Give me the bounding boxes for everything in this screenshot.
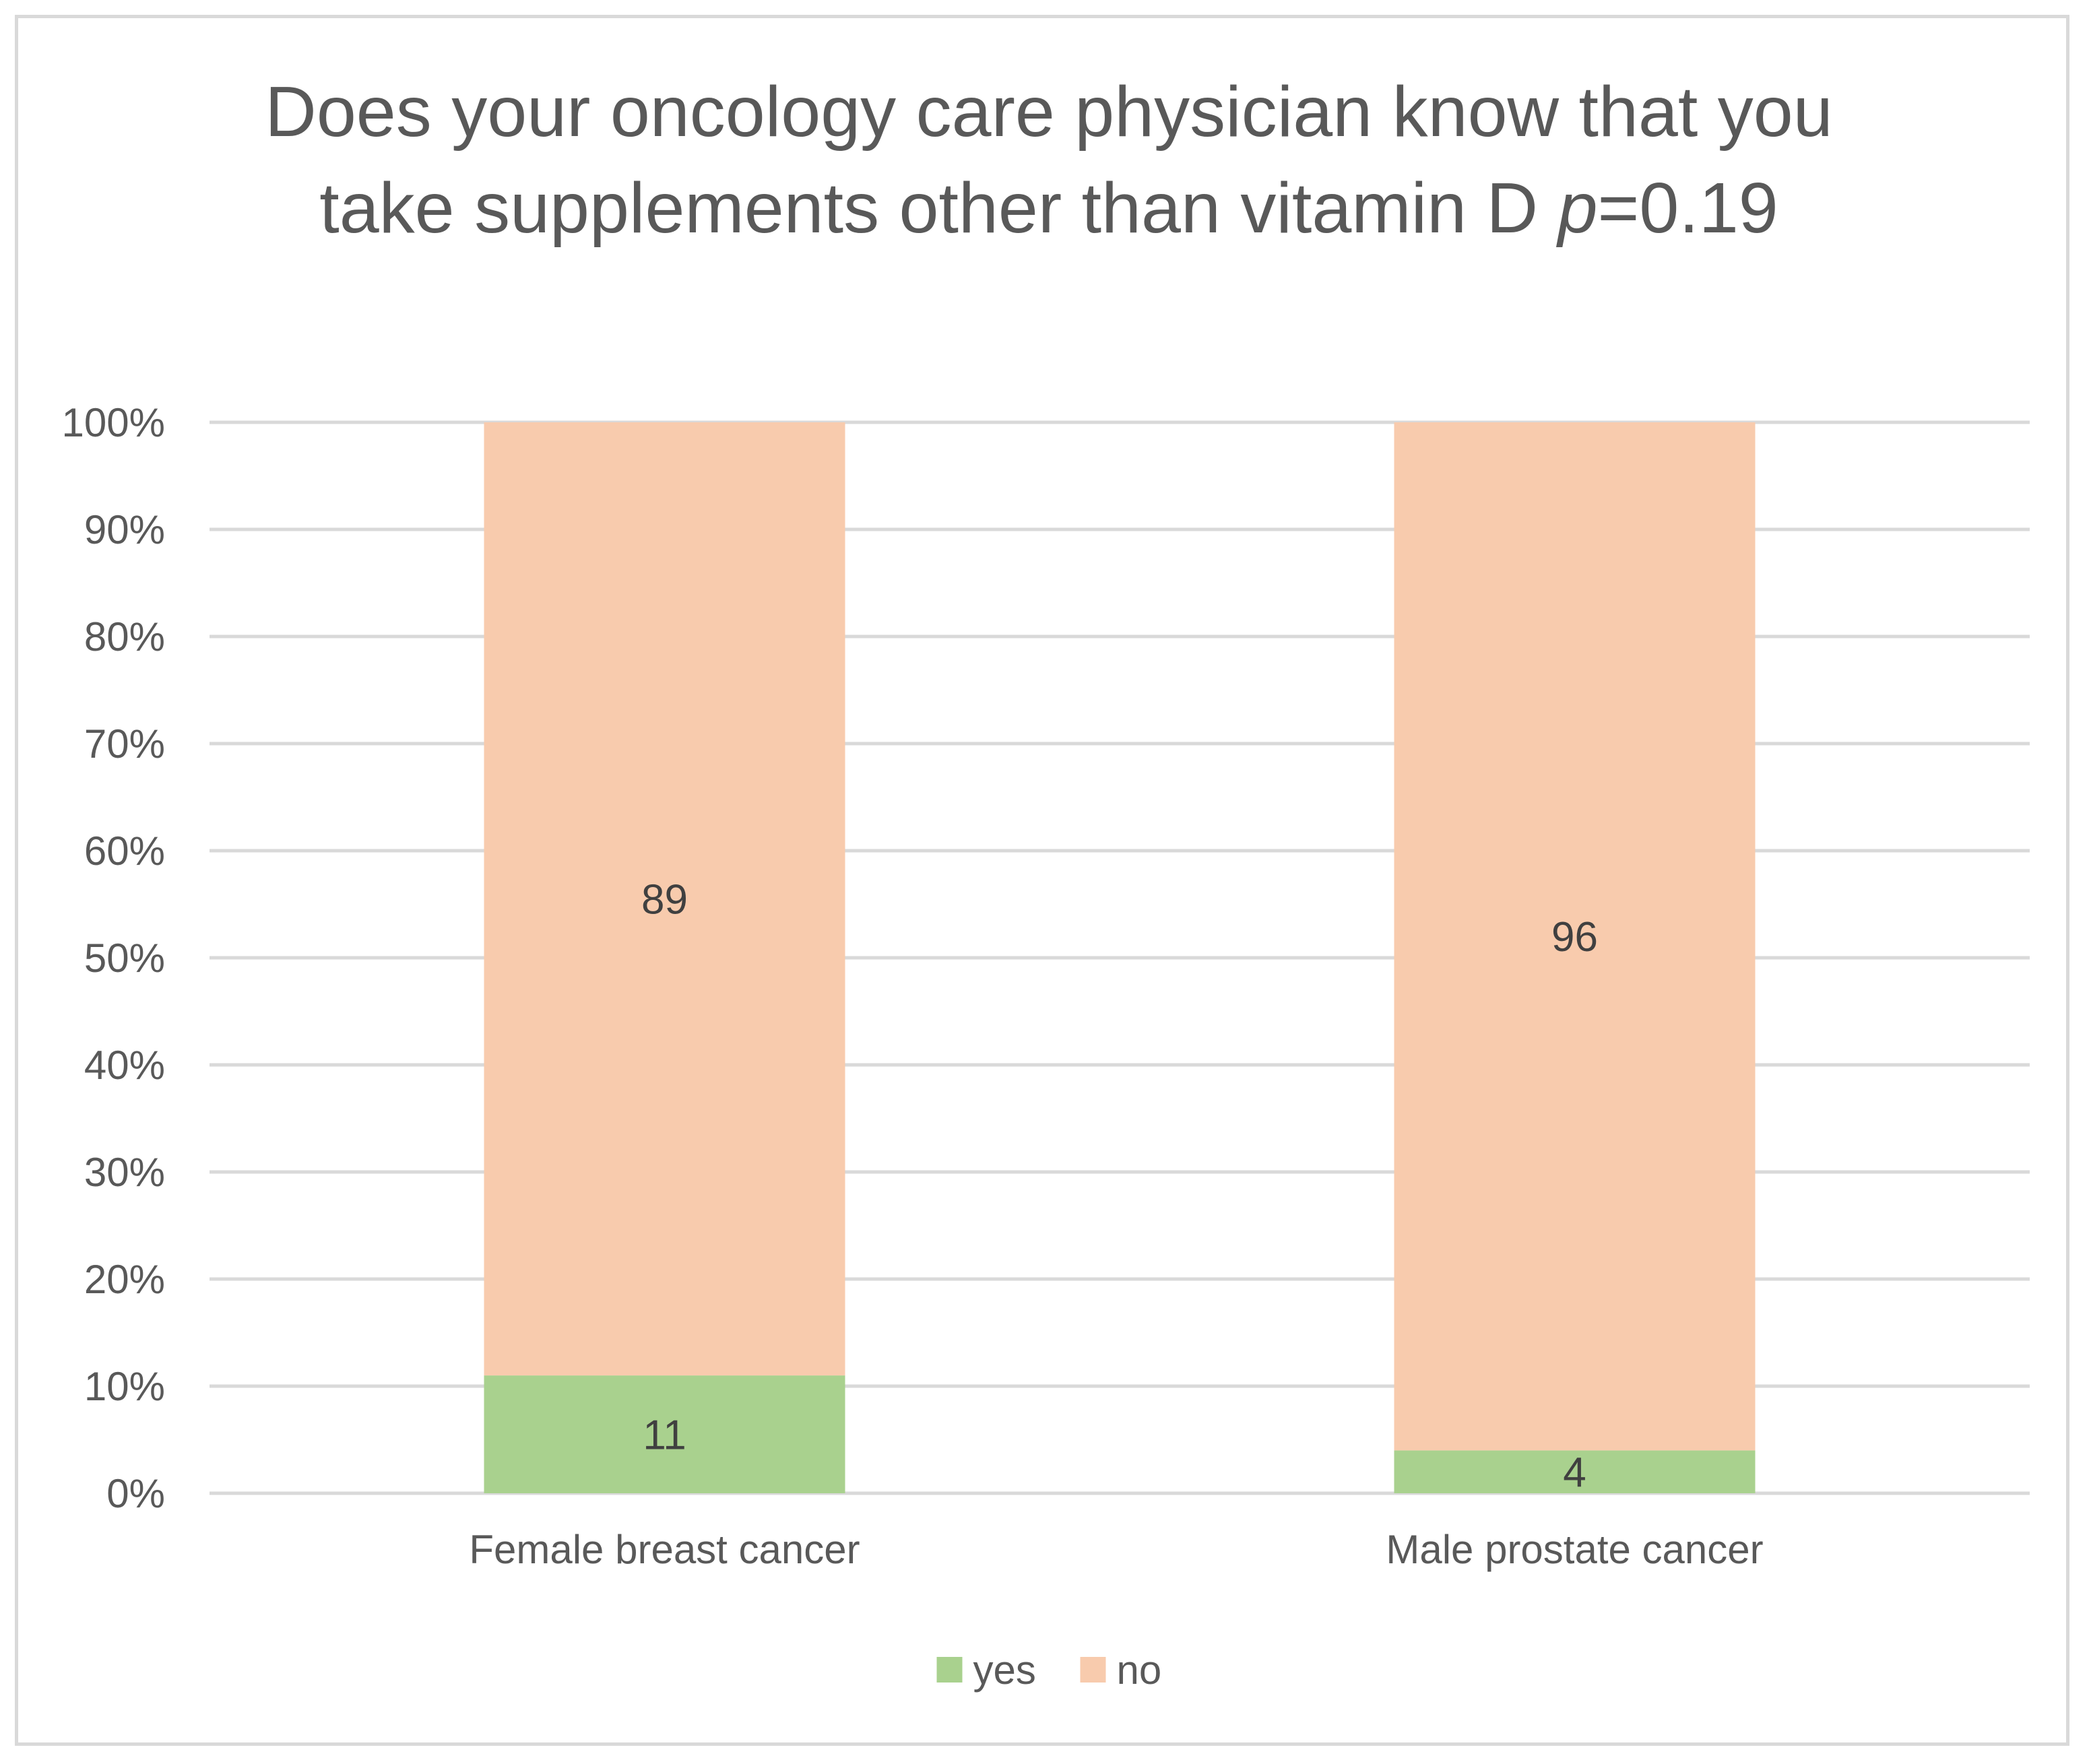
chart-title-line-2: take supplements other than vitamin D p=… [319, 168, 1778, 248]
chart-title-line-1: Does your oncology care physician know t… [265, 72, 1832, 152]
bar-yes-0 [484, 1375, 845, 1493]
y-tick-label: 40% [84, 1043, 165, 1088]
gridlines [210, 420, 2030, 1495]
legend-label-yes: yes [973, 1647, 1036, 1693]
legend-label-no: no [1117, 1647, 1162, 1693]
y-tick-label: 50% [84, 936, 165, 981]
y-tick-label: 70% [84, 721, 165, 766]
y-tick-label: 100% [62, 400, 165, 445]
x-axis-ticks: Female breast cancer Male prostate cancer [469, 1527, 1763, 1572]
y-tick-label: 10% [84, 1364, 165, 1409]
bar-yes-1 [1394, 1450, 1756, 1493]
data-label-no-1: 96 [1551, 914, 1598, 960]
y-tick-label: 80% [84, 614, 165, 659]
chart-frame: Does your oncology care physician know t… [15, 15, 2069, 1746]
legend-swatch-no [1080, 1657, 1106, 1683]
data-label-no-0: 89 [641, 877, 688, 923]
data-label-yes-0: 11 [643, 1412, 686, 1459]
y-tick-label: 90% [84, 507, 165, 552]
y-tick-label: 0% [106, 1471, 165, 1516]
bars [484, 422, 1756, 1493]
y-tick-label: 60% [84, 828, 165, 874]
chart-title-line-2-main: take supplements other than vitamin D [319, 168, 1557, 248]
legend: yes no [936, 1647, 1162, 1693]
bar-no-1 [1394, 422, 1756, 1451]
data-label-yes-1: 4 [1563, 1449, 1586, 1496]
y-axis-ticks: 0% 10% 20% 30% 40% 50% 60% 70% 80% 90% 100% [62, 400, 165, 1516]
chart-title-p-symbol: p [1556, 168, 1598, 248]
y-tick-label: 20% [84, 1257, 165, 1302]
chart-svg: Does your oncology care physician know t… [62, 72, 2030, 1693]
data-labels: 11 89 4 96 [641, 877, 1598, 1497]
x-tick-label: Male prostate cancer [1386, 1527, 1763, 1572]
bar-no-0 [484, 422, 845, 1376]
x-tick-label: Female breast cancer [469, 1527, 860, 1572]
y-tick-label: 30% [84, 1150, 165, 1195]
legend-swatch-yes [936, 1657, 963, 1683]
chart-title-p-value: =0.19 [1598, 168, 1778, 248]
